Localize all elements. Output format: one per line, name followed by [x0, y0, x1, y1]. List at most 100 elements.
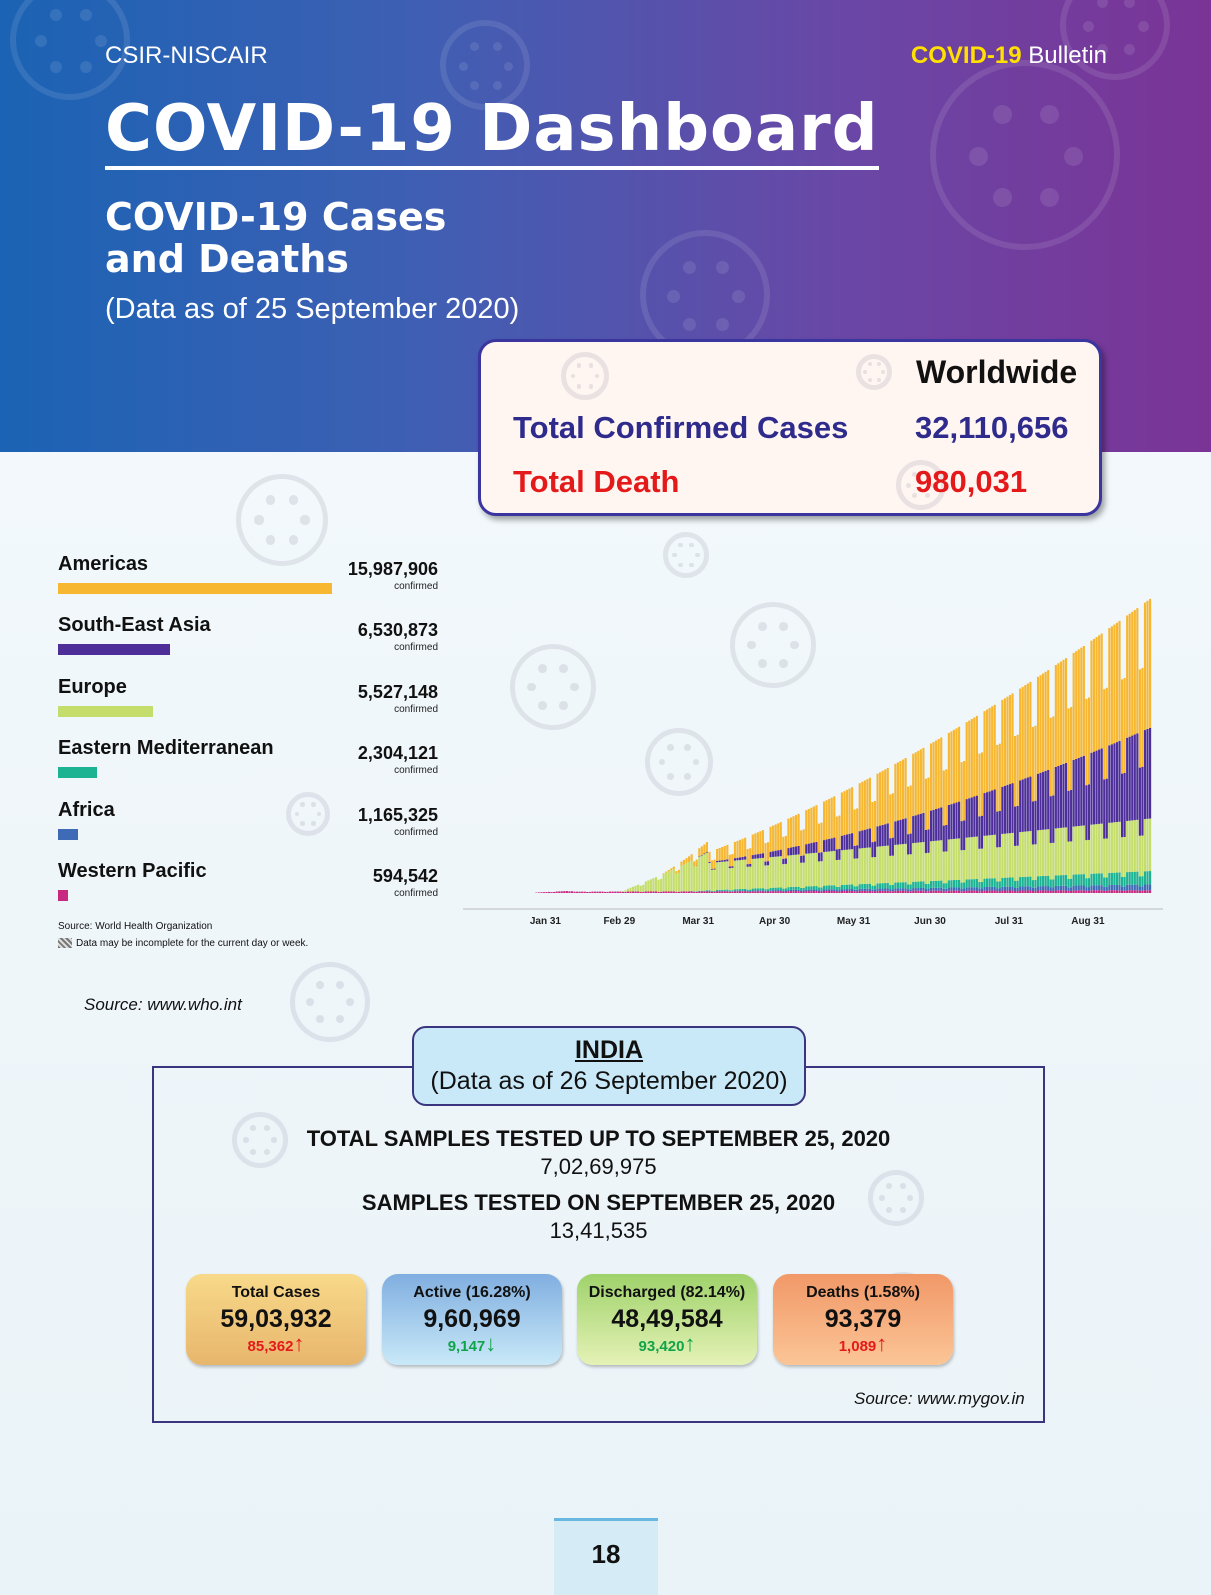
virus-spike-icon [288, 535, 299, 545]
bar-africa [889, 889, 892, 892]
bar-europe [1057, 828, 1060, 876]
bar-americas [988, 707, 991, 792]
bar-eastern-mediterranean [886, 882, 889, 889]
bar-western-pacific [912, 890, 915, 893]
bar-western-pacific [1092, 890, 1096, 893]
virus-spike-icon [658, 758, 666, 766]
card-delta: 93,420↑ [577, 1333, 757, 1356]
bar-south-east-asia [1080, 756, 1083, 826]
bar-western-pacific [1008, 890, 1012, 893]
bar-europe [637, 884, 640, 892]
bar-eastern-mediterranean [866, 883, 869, 889]
bar-americas [764, 843, 767, 862]
bar-europe [978, 848, 981, 882]
bar-eastern-mediterranean [914, 881, 917, 889]
bar-africa [1008, 886, 1012, 891]
virus-decoration-icon [440, 20, 530, 110]
bar-south-east-asia [1052, 795, 1055, 843]
card-label: Deaths (1.58%) [806, 1284, 920, 1301]
bar-south-east-asia [851, 833, 854, 850]
bar-europe [639, 885, 642, 892]
bar-eastern-mediterranean [947, 880, 950, 888]
virus-spike-icon [1096, 0, 1108, 8]
bar-europe [797, 854, 800, 887]
bar-south-east-asia [978, 816, 981, 849]
bar-americas [1108, 628, 1111, 746]
source-mygov-link[interactable]: Source: www.mygov.in [854, 1389, 1025, 1408]
bar-africa [894, 888, 897, 891]
bar-south-east-asia [805, 844, 808, 854]
bar-western-pacific [843, 890, 846, 893]
bar-western-pacific [1123, 890, 1126, 893]
bar-europe [973, 836, 976, 880]
bar-americas [688, 856, 691, 863]
bar-south-east-asia [1105, 778, 1108, 839]
bar-europe [1014, 845, 1017, 881]
bar-americas [828, 798, 831, 839]
bar-africa [800, 890, 803, 892]
bar-europe [950, 839, 953, 881]
bar-africa [998, 888, 1001, 892]
bar-europe [764, 865, 767, 890]
bar-western-pacific [703, 891, 706, 893]
virus-spike-icon [254, 515, 264, 525]
bar-western-pacific [856, 891, 859, 893]
region-europe: Europe 5,527,148 confirmed [58, 676, 438, 736]
bar-europe [986, 835, 989, 879]
virus-spike-icon [886, 1183, 892, 1189]
bar-africa [886, 888, 889, 891]
bar-eastern-mediterranean [970, 879, 973, 888]
bar-western-pacific [1090, 890, 1093, 893]
virus-spike-icon [677, 562, 683, 568]
bar-western-pacific [909, 891, 912, 893]
bar-africa [845, 889, 849, 891]
bar-south-east-asia [1075, 758, 1078, 827]
bar-americas [792, 816, 795, 847]
bar-americas [1123, 677, 1126, 773]
bar-western-pacific [978, 891, 981, 893]
bar-western-pacific [952, 890, 956, 893]
bar-europe [1029, 831, 1032, 877]
card-delta-value: 9,147 [447, 1338, 486, 1355]
card-value: 48,49,584 [611, 1305, 723, 1333]
who-source-note: Source: World Health Organization [58, 921, 213, 932]
bar-europe [710, 869, 714, 892]
bar-africa [761, 890, 765, 892]
virus-spike-icon [243, 1137, 249, 1143]
bar-eastern-mediterranean [1136, 871, 1139, 885]
bar-western-pacific [896, 890, 900, 893]
bar-africa [851, 889, 854, 891]
bar-africa [830, 889, 833, 892]
deaths-card: Deaths (1.58%) 93,379 1,089↑ [773, 1274, 953, 1365]
bar-western-pacific [851, 890, 854, 893]
bar-europe [823, 851, 826, 886]
bar-western-pacific [873, 891, 877, 893]
bar-africa [1044, 886, 1047, 891]
bar-europe [1062, 827, 1065, 876]
bar-europe [642, 884, 645, 892]
bar-eastern-mediterranean [1087, 878, 1091, 888]
source-who-link[interactable]: Source: www.who.int [84, 995, 242, 1014]
virus-spike-icon [288, 495, 299, 505]
bar-eastern-mediterranean [881, 883, 884, 889]
bar-south-east-asia [716, 860, 719, 863]
bar-africa [856, 889, 859, 892]
x-tick-label: Apr 30 [759, 916, 791, 927]
bar-africa [1100, 885, 1103, 891]
bar-europe [998, 847, 1001, 882]
bar-americas [924, 778, 928, 830]
bar-europe [792, 854, 795, 887]
bar-americas [1146, 600, 1149, 729]
bar-western-pacific [960, 891, 963, 893]
bar-africa [1042, 886, 1045, 891]
bar-americas [1090, 640, 1093, 753]
bar-americas [1054, 664, 1057, 767]
bar-western-pacific [991, 890, 994, 893]
bar-western-pacific [907, 891, 910, 893]
bar-western-pacific [619, 891, 622, 893]
region-value: 594,542 [372, 866, 438, 886]
bar-africa [797, 889, 800, 892]
bar-africa [815, 889, 818, 892]
bar-western-pacific [779, 891, 782, 893]
bar-africa [963, 888, 966, 892]
